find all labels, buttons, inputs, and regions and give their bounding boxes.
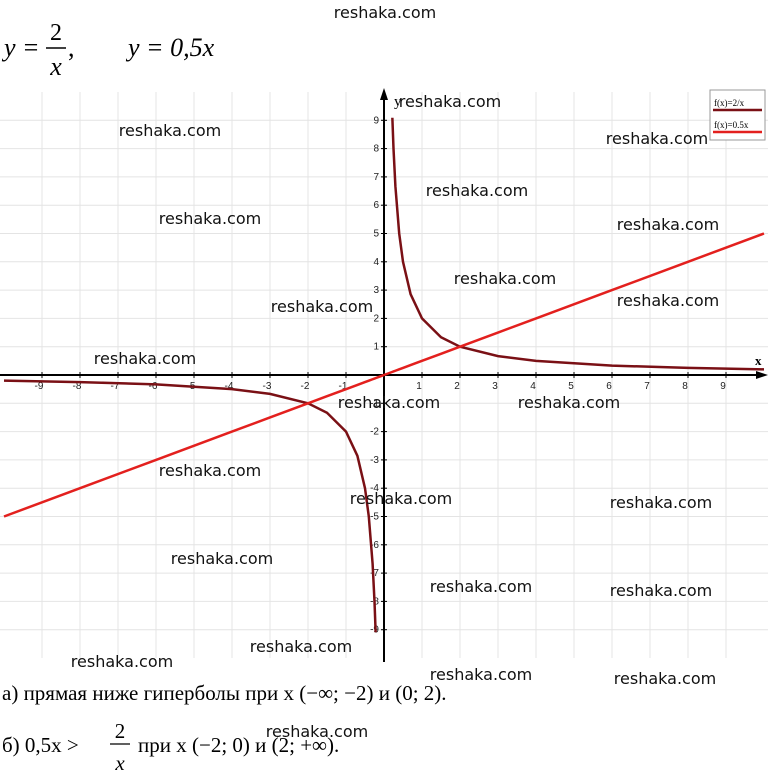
- watermark: reshaka.com: [334, 3, 436, 22]
- answer-a: а) прямая ниже гиперболы при x (−∞; −2) …: [2, 681, 447, 705]
- y-tick-label: -1: [370, 398, 379, 409]
- x-tick-label: -7: [111, 381, 120, 392]
- y-tick-label: 5: [373, 229, 379, 240]
- series-line: [3, 232, 765, 518]
- watermark: reshaka.com: [610, 581, 712, 600]
- y-tick-label: 7: [373, 172, 379, 183]
- formula-denominator: x: [49, 52, 62, 81]
- x-tick-label: -2: [301, 381, 310, 392]
- watermark: reshaka.com: [454, 269, 556, 288]
- x-tick-label: 9: [720, 381, 726, 392]
- watermark: reshaka.com: [271, 297, 373, 316]
- x-tick-label: 6: [606, 381, 612, 392]
- legend-label: f(x)=2/x: [714, 98, 745, 108]
- y-axis-label: y: [394, 94, 402, 110]
- watermark: reshaka.com: [171, 549, 273, 568]
- formula-numerator: 2: [50, 20, 62, 46]
- watermark: reshaka.com: [94, 349, 196, 368]
- watermark: reshaka.com: [617, 215, 719, 234]
- watermark: reshaka.com: [71, 652, 173, 671]
- legend-label: f(x)=0.5x: [714, 120, 749, 130]
- watermark: reshaka.com: [159, 461, 261, 480]
- answer-b-numerator: 2: [115, 719, 126, 743]
- answer-b-left: б) 0,5x >: [2, 733, 79, 757]
- y-tick-label: 8: [373, 144, 379, 155]
- y-tick-label: -5: [370, 512, 379, 523]
- watermark: reshaka.com: [338, 393, 440, 412]
- y-tick-label: -4: [370, 483, 379, 494]
- watermark: reshaka.com: [350, 489, 452, 508]
- x-axis-arrow: [756, 371, 768, 379]
- answer-b-right: при x (−2; 0) и (2; +∞).: [138, 733, 339, 757]
- y-tick-label: -2: [370, 427, 379, 438]
- y-tick-label: 9: [373, 115, 379, 126]
- watermark: reshaka.com: [610, 493, 712, 512]
- y-tick-label: -3: [370, 455, 379, 466]
- x-tick-label: -4: [225, 381, 234, 392]
- formula-left: y =: [1, 33, 40, 62]
- series-line: [3, 117, 765, 633]
- watermark: reshaka.com: [614, 669, 716, 688]
- y-tick-label: 4: [373, 257, 379, 268]
- x-tick-label: 1: [416, 381, 422, 392]
- formula-right: y = 0,5x: [125, 33, 215, 62]
- watermark: reshaka.com: [606, 129, 708, 148]
- answer-b-denominator: x: [114, 751, 125, 775]
- watermark: reshaka.com: [617, 291, 719, 310]
- watermark: reshaka.com: [426, 181, 528, 200]
- y-axis-arrow: [380, 88, 388, 100]
- x-tick-label: 4: [530, 381, 536, 392]
- y-tick-label: 1: [373, 342, 379, 353]
- watermark: reshaka.com: [518, 393, 620, 412]
- y-tick-label: -7: [370, 568, 379, 579]
- x-tick-label: 8: [682, 381, 688, 392]
- y-tick-label: 2: [373, 313, 379, 324]
- x-tick-label: -9: [35, 381, 44, 392]
- x-tick-label: -8: [73, 381, 82, 392]
- watermark: reshaka.com: [399, 92, 501, 111]
- x-tick-label: 2: [454, 381, 460, 392]
- formula-comma: ,: [68, 33, 75, 62]
- y-tick-label: -6: [370, 540, 379, 551]
- watermark: reshaka.com: [430, 577, 532, 596]
- watermark: reshaka.com: [159, 209, 261, 228]
- x-tick-label: 3: [492, 381, 498, 392]
- x-tick-label: -1: [339, 381, 348, 392]
- y-tick-label: 6: [373, 200, 379, 211]
- x-tick-label: 7: [644, 381, 650, 392]
- watermark: reshaka.com: [266, 722, 368, 741]
- x-axis-label: x: [755, 353, 762, 368]
- watermark: reshaka.com: [430, 665, 532, 684]
- watermark: reshaka.com: [119, 121, 221, 140]
- x-tick-label: -6: [149, 381, 158, 392]
- x-tick-label: -3: [263, 381, 272, 392]
- x-tick-label: 5: [568, 381, 574, 392]
- watermark: reshaka.com: [250, 637, 352, 656]
- y-tick-label: 3: [373, 285, 379, 296]
